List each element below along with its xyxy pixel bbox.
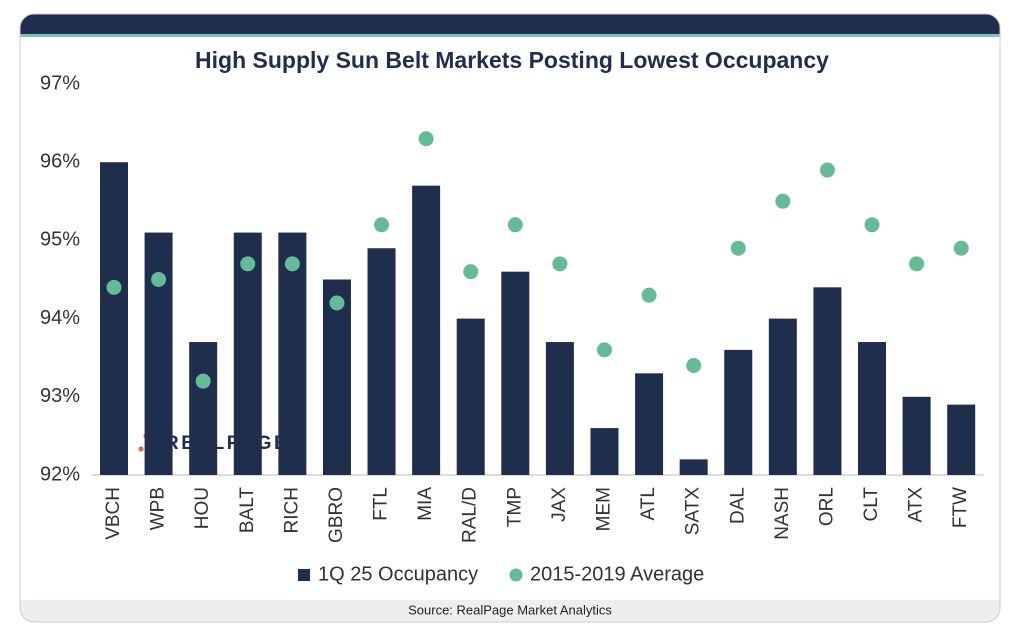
y-tick-label: 92% (40, 463, 80, 485)
top-bar (20, 14, 1000, 34)
x-tick-label: CLT (861, 487, 882, 522)
top-strip (20, 34, 1000, 37)
dot (730, 240, 746, 256)
logo-dot (138, 446, 144, 452)
dot (106, 279, 122, 295)
bar (768, 318, 797, 475)
bar (322, 279, 351, 475)
bar (724, 349, 753, 475)
x-tick-label: MIA (415, 487, 436, 521)
x-tick-label: ATX (906, 487, 927, 523)
legend-label: 1Q 25 Occupancy (318, 563, 478, 585)
legend-swatch (509, 568, 523, 582)
x-tick-label: TMP (504, 487, 525, 527)
dot (864, 217, 880, 233)
dot (819, 162, 835, 178)
dot (596, 342, 612, 358)
bar (590, 428, 619, 475)
x-tick-label: GBRO (326, 487, 347, 543)
bar (545, 342, 574, 475)
dot (552, 256, 568, 272)
bar (367, 248, 396, 475)
bar (412, 185, 441, 475)
dot (686, 358, 702, 374)
y-tick-label: 97% (40, 72, 80, 94)
y-tick-label: 94% (40, 307, 80, 329)
x-tick-label: HOU (192, 487, 213, 529)
bar (902, 396, 931, 475)
dot (507, 217, 523, 233)
dot (284, 256, 300, 272)
dot (418, 131, 434, 147)
bar (144, 232, 173, 475)
x-tick-label: ATL (638, 487, 659, 520)
bar (233, 232, 262, 475)
bar (501, 271, 530, 475)
x-tick-label: BALT (237, 487, 258, 534)
y-tick-label: 96% (40, 150, 80, 172)
x-tick-label: FTW (950, 487, 971, 528)
dot (240, 256, 256, 272)
bar (278, 232, 307, 475)
bar (99, 162, 128, 475)
dot (909, 256, 925, 272)
dot (463, 264, 479, 280)
bar (635, 373, 664, 475)
x-tick-label: ORL (816, 487, 837, 526)
x-tick-label: SATX (683, 487, 704, 536)
dot (953, 240, 969, 256)
legend-label: 2015-2019 Average (530, 563, 704, 585)
bar (813, 287, 842, 475)
logo-text: REALPAGE (165, 433, 289, 454)
x-tick-label: JAX (549, 487, 570, 522)
bar (947, 404, 976, 475)
bar (858, 342, 887, 475)
source: Source: RealPage Market Analytics (408, 602, 612, 617)
bar (189, 342, 218, 475)
dot (641, 287, 657, 303)
dot (374, 217, 390, 233)
x-tick-label: DAL (727, 487, 748, 524)
x-tick-label: RICH (281, 487, 302, 533)
x-tick-label: WPB (148, 487, 169, 530)
x-tick-label: VBCH (103, 487, 124, 540)
chart-title: High Supply Sun Belt Markets Posting Low… (195, 47, 829, 73)
card-border (19, 13, 1001, 623)
x-tick-label: MEM (594, 487, 615, 531)
footer-band (20, 600, 1000, 622)
y-tick-label: 93% (40, 385, 80, 407)
bar (679, 459, 708, 475)
x-tick-label: FTL (371, 487, 392, 521)
bar (456, 318, 485, 475)
y-tick-label: 95% (40, 229, 80, 251)
dot (329, 295, 345, 311)
dot (195, 373, 211, 389)
dot (151, 272, 167, 287)
legend-swatch (298, 569, 310, 581)
x-tick-label: RAL/D (460, 487, 481, 543)
x-tick-label: NASH (772, 487, 793, 540)
dot (775, 193, 791, 209)
